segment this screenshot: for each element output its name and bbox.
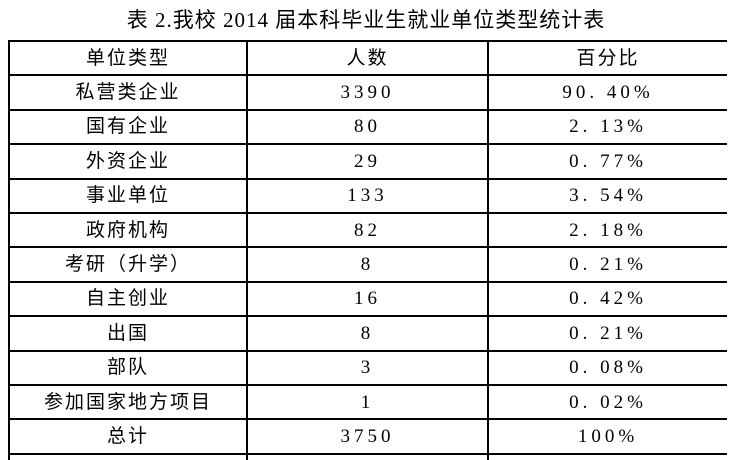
table-row: 私营类企业 3390 90. 40% xyxy=(8,74,727,111)
cell-count: 3390 xyxy=(246,74,489,111)
table-row: 外资企业 29 0. 77% xyxy=(8,143,727,180)
cell-count: 8 xyxy=(246,246,489,283)
cell-unit-type: 总计 xyxy=(8,418,248,455)
cell-empty xyxy=(487,452,727,460)
cell-unit-type: 政府机构 xyxy=(8,211,248,249)
header-cell-percent: 百分比 xyxy=(487,40,727,77)
cell-percent: 0. 02% xyxy=(487,383,727,421)
header-row: 单位类型 人数 百分比 xyxy=(8,40,727,77)
cell-empty xyxy=(246,452,489,460)
cell-percent: 3. 54% xyxy=(487,177,727,214)
cell-percent: 2. 18% xyxy=(487,211,727,249)
table-row: 考研（升学） 8 0. 21% xyxy=(8,246,727,283)
cell-unit-type: 私营类企业 xyxy=(8,74,248,111)
table-caption: 表 2.我校 2014 届本科毕业生就业单位类型统计表 xyxy=(126,8,606,32)
cell-count: 133 xyxy=(246,177,489,214)
cell-percent: 0. 08% xyxy=(487,349,727,386)
table-row: 事业单位 133 3. 54% xyxy=(8,177,727,214)
table-row: 政府机构 82 2. 18% xyxy=(8,211,727,249)
table-container: 单位类型 人数 百分比 私营类企业 3390 90. 40% 国有企业 80 2… xyxy=(8,40,727,460)
cell-empty xyxy=(8,452,248,460)
cell-count: 8 xyxy=(246,315,489,352)
cell-count: 82 xyxy=(246,211,489,249)
table-row: 国有企业 80 2. 13% xyxy=(8,108,727,146)
table-row-total: 总计 3750 100% xyxy=(8,418,727,455)
cell-percent: 0. 42% xyxy=(487,280,727,318)
cell-count: 3750 xyxy=(246,418,489,455)
table-row: 参加国家地方项目 1 0. 02% xyxy=(8,383,727,421)
cell-percent: 0. 77% xyxy=(487,143,727,180)
cell-unit-type: 考研（升学） xyxy=(8,246,248,283)
cell-unit-type: 部队 xyxy=(8,349,248,386)
cell-percent: 100% xyxy=(487,418,727,455)
table-row-cutoff xyxy=(8,452,727,460)
cell-percent: 2. 13% xyxy=(487,108,727,146)
header-cell-unit-type: 单位类型 xyxy=(8,40,248,77)
cell-unit-type: 外资企业 xyxy=(8,143,248,180)
cell-count: 80 xyxy=(246,108,489,146)
table-row: 部队 3 0. 08% xyxy=(8,349,727,386)
cell-unit-type: 事业单位 xyxy=(8,177,248,214)
cell-count: 29 xyxy=(246,143,489,180)
cell-count: 16 xyxy=(246,280,489,318)
cell-unit-type: 参加国家地方项目 xyxy=(8,383,248,421)
cell-unit-type: 自主创业 xyxy=(8,280,248,318)
cell-unit-type: 国有企业 xyxy=(8,108,248,146)
cell-count: 3 xyxy=(246,349,489,386)
table-row: 出国 8 0. 21% xyxy=(8,315,727,352)
cell-unit-type: 出国 xyxy=(8,315,248,352)
table-row: 自主创业 16 0. 42% xyxy=(8,280,727,318)
header-cell-count: 人数 xyxy=(246,40,489,77)
cell-percent: 90. 40% xyxy=(487,74,727,111)
cell-count: 1 xyxy=(246,383,489,421)
employment-type-table: 单位类型 人数 百分比 私营类企业 3390 90. 40% 国有企业 80 2… xyxy=(8,40,727,460)
cell-percent: 0. 21% xyxy=(487,246,727,283)
cell-percent: 0. 21% xyxy=(487,315,727,352)
